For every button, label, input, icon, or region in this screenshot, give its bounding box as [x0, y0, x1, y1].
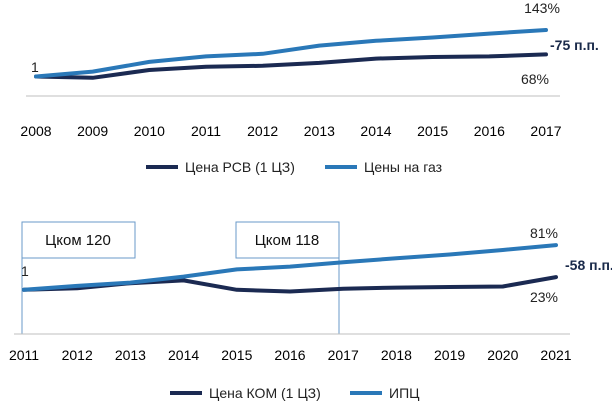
upper-end-label: 143% — [524, 0, 560, 16]
chart-2: Цком 120 Цком 118 2011 2012 2013 2014 2015 2016… — [9, 221, 612, 401]
x-tick-label: 2014 — [168, 347, 199, 363]
x-tick-label: 2011 — [9, 347, 39, 363]
legend-label-1: Цена КОМ (1 ЦЗ) — [209, 385, 321, 401]
start-value-label: 1 — [31, 59, 39, 75]
x-tick-label: 2010 — [134, 123, 165, 139]
legend-label-2: ИПЦ — [389, 385, 420, 401]
x-tick-label: 2021 — [540, 347, 571, 363]
x-tick-label: 2018 — [381, 347, 412, 363]
series-line-2 — [22, 243, 558, 292]
x-tick-label: 2019 — [434, 347, 465, 363]
x-tick-label: 2008 — [20, 123, 51, 139]
series-line-1 — [34, 52, 548, 80]
x-tick-label: 2020 — [487, 347, 518, 363]
period-box-1 — [21, 221, 136, 259]
lower-end-label: 68% — [521, 71, 549, 87]
upper-end-label: 81% — [530, 225, 558, 241]
x-tick-label: 2012 — [62, 347, 93, 363]
x-tick-label: 2015 — [417, 123, 448, 139]
lower-end-label: 23% — [530, 289, 558, 305]
x-tick-label: 2016 — [274, 347, 305, 363]
period-box-2 — [235, 221, 340, 259]
series-line-2 — [34, 28, 548, 79]
x-tick-label: 2009 — [77, 123, 108, 139]
x-tick-label: 2011 — [191, 123, 221, 139]
chart-1: 2008 2009 2010 2011 2012 2013 2014 2015 2016 2017… — [20, 0, 598, 175]
gap-label: -75 п.п. — [550, 37, 599, 53]
legend-label-2: Цены на газ — [364, 159, 442, 175]
x-tick-label: 2015 — [221, 347, 252, 363]
period-label-2: Цком 118 — [255, 232, 320, 249]
period-label-1: Цком 120 — [45, 232, 111, 249]
gap-label: -58 п.п. — [565, 257, 612, 273]
x-tick-label: 2013 — [304, 123, 335, 139]
start-value-label: 1 — [21, 263, 29, 279]
x-tick-label: 2016 — [474, 123, 505, 139]
legend-label-1: Цена РСВ (1 ЦЗ) — [185, 159, 295, 175]
x-tick-label: 2017 — [530, 123, 561, 139]
x-tick-label: 2014 — [360, 123, 391, 139]
x-tick-label: 2017 — [328, 347, 359, 363]
x-tick-label: 2012 — [247, 123, 278, 139]
x-tick-label: 2013 — [115, 347, 146, 363]
